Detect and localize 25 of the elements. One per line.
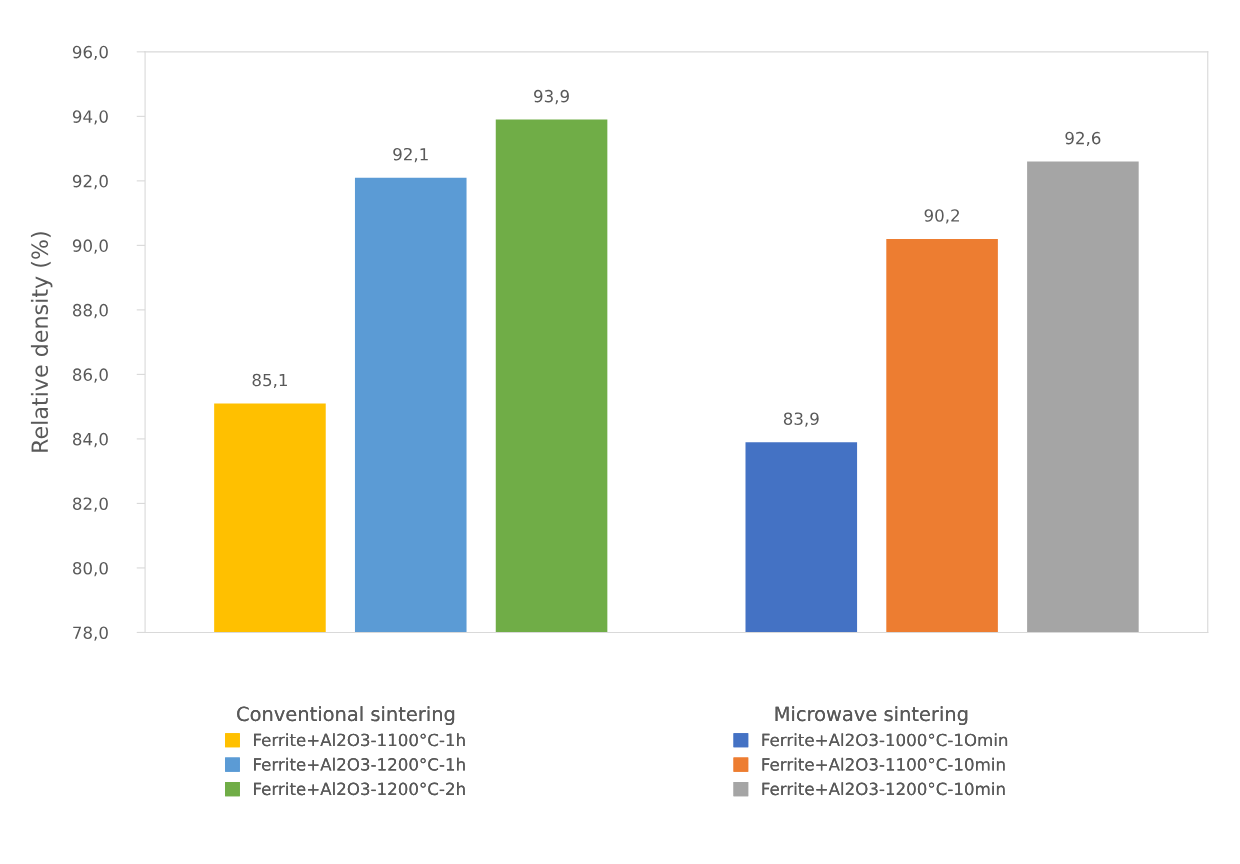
y-tick-label: 80,0 [72, 561, 108, 577]
data-label: 85,1 [252, 373, 287, 389]
y-tick-label: 96,0 [72, 45, 108, 61]
y-tick-label: 90,0 [72, 239, 108, 254]
y-tick-label: 92,0 [72, 174, 108, 190]
legend-label: Ferrite+Al2O3-1000°C-1Omin [762, 733, 1008, 747]
data-label: 93,9 [534, 89, 569, 105]
legend-label: Ferrite+Al2O3-1200°C-10min [762, 782, 1005, 796]
y-axis-title: Relative density (%) [30, 232, 53, 452]
y-tick-label: 82,0 [72, 497, 108, 512]
text: Microwave sintering [775, 706, 968, 726]
y-tick-label: 88,0 [72, 303, 108, 319]
legend-label: Ferrite+Al2O3-1100°C-10min [762, 757, 1005, 771]
data-label: 90,2 [924, 209, 959, 224]
legend-label: Ferrite+Al2O3-1100°C-1h [254, 733, 465, 747]
y-tick-label: 94,0 [72, 110, 108, 125]
data-label: 92,6 [1065, 131, 1101, 147]
y-tick-label: 78,0 [73, 626, 108, 641]
text: Conventional sintering [237, 706, 455, 726]
data-label: 92,1 [393, 147, 428, 163]
y-tick-label: 84,0 [72, 432, 108, 448]
y-tick-label: 86,0 [72, 368, 108, 383]
legend-label: Ferrite+Al2O3-1200°C-1h [254, 757, 465, 771]
legend-label: Ferrite+Al2O3-1200°C-2h [254, 782, 465, 796]
data-label: 83,9 [783, 412, 819, 427]
